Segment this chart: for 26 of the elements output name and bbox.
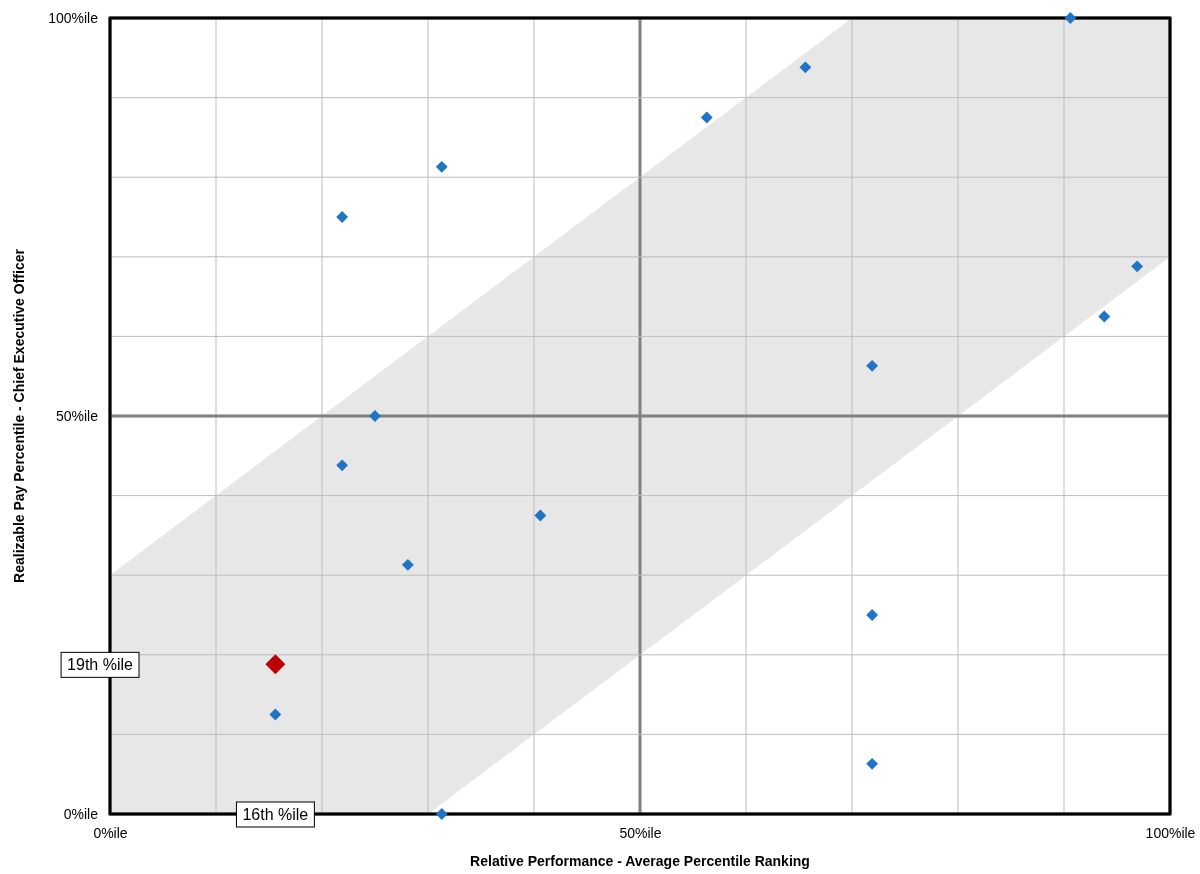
point xyxy=(1098,310,1111,323)
point xyxy=(866,359,879,372)
point xyxy=(799,61,812,74)
x-tick-label: 100%ile xyxy=(1145,824,1196,841)
point xyxy=(866,609,879,621)
point xyxy=(534,509,547,522)
annotation: 19th %ile xyxy=(67,656,134,674)
point xyxy=(336,211,349,223)
point xyxy=(1131,260,1144,273)
y-tick-label: 0%ile xyxy=(63,805,99,822)
point xyxy=(866,757,879,770)
x-axis-title: Relative Performance - Average Percentile Ranking xyxy=(470,853,810,869)
y-tick-label: 100%ile xyxy=(48,9,99,26)
point xyxy=(435,160,448,173)
point xyxy=(435,808,448,820)
point xyxy=(269,708,282,721)
point xyxy=(265,654,286,675)
point xyxy=(700,111,713,124)
x-tick-label: 50%ile xyxy=(619,824,662,841)
point xyxy=(1064,12,1077,24)
y-tick-label: 50%ile xyxy=(55,407,99,424)
x-tick-label: 0%ile xyxy=(93,824,128,841)
point xyxy=(401,558,414,571)
y-axis-title: Realizable Pay Percentile - Chief Executive Officer xyxy=(11,248,27,583)
annotation: 16th %ile xyxy=(242,806,309,823)
point xyxy=(336,459,349,472)
